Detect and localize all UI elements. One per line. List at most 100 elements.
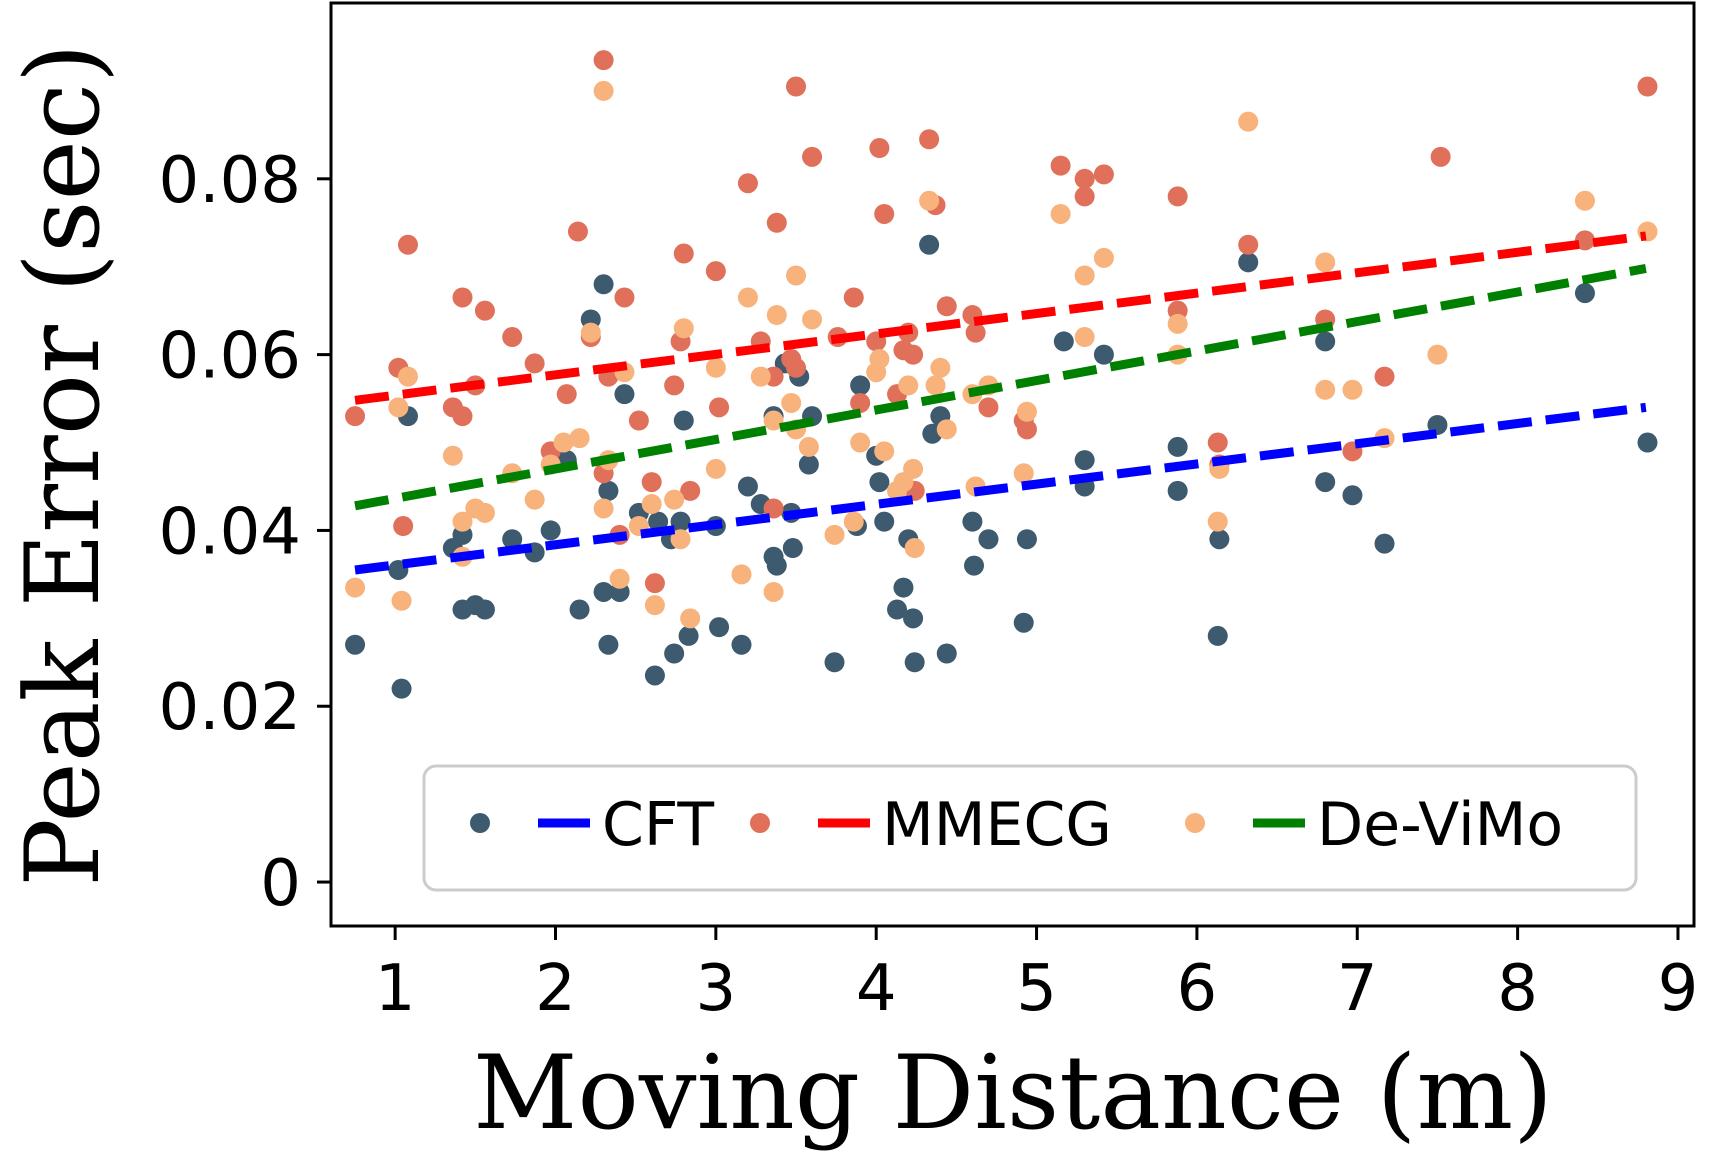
data-point-cft — [887, 599, 908, 620]
x-tick-label: 3 — [695, 952, 736, 1026]
data-point-de-vimo — [904, 538, 925, 559]
data-point-mmecg — [1093, 164, 1114, 185]
data-point-mmecg — [474, 300, 495, 321]
data-point-de-vimo — [1013, 463, 1034, 484]
data-point-de-vimo — [1050, 203, 1071, 224]
data-point-de-vimo — [452, 511, 473, 532]
data-point-cft — [964, 555, 985, 576]
data-point-mmecg — [1050, 155, 1071, 176]
data-point-de-vimo — [391, 590, 412, 611]
data-point-de-vimo — [766, 305, 787, 326]
data-point-de-vimo — [798, 436, 819, 457]
x-tick-label: 9 — [1658, 952, 1699, 1026]
x-tick-label: 8 — [1497, 952, 1538, 1026]
data-point-de-vimo — [670, 529, 691, 550]
legend-box — [422, 764, 1638, 892]
data-point-mmecg — [874, 203, 895, 224]
data-point-cft — [869, 472, 890, 493]
data-point-mmecg — [452, 406, 473, 427]
data-point-cft — [540, 520, 561, 541]
data-point-mmecg — [705, 261, 726, 282]
data-point-cft — [1207, 625, 1228, 646]
y-tick-label: 0.04 — [159, 495, 302, 569]
data-point-cft — [709, 617, 730, 638]
data-point-de-vimo — [569, 428, 590, 449]
data-point-mmecg — [850, 392, 871, 413]
data-point-cft — [904, 652, 925, 673]
data-point-cft — [1013, 612, 1034, 633]
data-point-de-vimo — [593, 80, 614, 101]
data-point-de-vimo — [763, 581, 784, 602]
data-point-cft — [824, 652, 845, 673]
data-point-de-vimo — [641, 494, 662, 515]
data-point-cft — [644, 665, 665, 686]
data-point-de-vimo — [1574, 190, 1595, 211]
data-point-de-vimo — [1016, 401, 1037, 422]
data-point-cft — [962, 511, 983, 532]
data-point-mmecg — [628, 410, 649, 431]
data-point-cft — [1016, 529, 1037, 550]
data-point-de-vimo — [1427, 344, 1448, 365]
data-point-de-vimo — [786, 265, 807, 286]
data-point-cft — [1374, 533, 1395, 554]
data-point-de-vimo — [1342, 379, 1363, 400]
data-point-de-vimo — [1074, 265, 1095, 286]
data-point-cft — [798, 454, 819, 475]
data-point-de-vimo — [524, 489, 545, 510]
y-axis-title: Peak Error (sec) — [4, 43, 123, 886]
data-point-cft — [1074, 450, 1095, 471]
data-point-de-vimo — [680, 608, 701, 629]
data-point-de-vimo — [673, 318, 694, 339]
plot-frame — [329, 1, 1696, 928]
data-point-mmecg — [593, 50, 614, 71]
legend-entry-cft: CFT — [470, 790, 714, 860]
legend-entry-de-vimo: De-ViMo — [1185, 790, 1563, 860]
legend-label-mmecg: MMECG — [882, 790, 1112, 860]
data-point-de-vimo — [609, 568, 630, 589]
trend-line-mmecg — [354, 231, 1647, 405]
data-point-mmecg — [786, 357, 807, 378]
data-point-cft — [1167, 480, 1188, 501]
data-point-de-vimo — [1637, 221, 1658, 242]
y-tick-label: 0.06 — [159, 320, 302, 394]
data-point-de-vimo — [869, 349, 890, 370]
data-point-mmecg — [766, 212, 787, 233]
data-point-mmecg — [1238, 234, 1259, 255]
x-tick-labels: 1 2 3 4 5 6 7 8 9 — [375, 952, 1699, 1026]
data-point-cft — [1053, 331, 1074, 352]
data-point-mmecg — [673, 243, 694, 264]
data-point-mmecg — [709, 397, 730, 418]
data-point-mmecg — [936, 296, 957, 317]
x-tick-label: 1 — [375, 952, 416, 1026]
y-tick-labels: 0 0.02 0.04 0.06 0.08 — [159, 144, 302, 921]
data-point-cft — [1574, 283, 1595, 304]
data-point-cft — [391, 678, 412, 699]
data-point-mmecg — [919, 129, 940, 150]
data-point-mmecg — [978, 397, 999, 418]
data-point-de-vimo — [824, 524, 845, 545]
data-point-de-vimo — [1315, 252, 1336, 273]
data-point-de-vimo — [919, 190, 940, 211]
data-point-mmecg — [1167, 186, 1188, 207]
data-points — [345, 50, 1658, 699]
data-point-mmecg — [556, 384, 577, 405]
data-point-mmecg — [680, 480, 701, 501]
data-point-de-vimo — [1207, 511, 1228, 532]
x-tick-label: 5 — [1016, 952, 1057, 1026]
trend-lines — [354, 231, 1647, 575]
data-point-cft — [673, 410, 694, 431]
data-point-mmecg — [869, 138, 890, 159]
data-point-mmecg — [1074, 168, 1095, 189]
x-tick-label: 7 — [1337, 952, 1378, 1026]
x-tick-label: 4 — [856, 952, 897, 1026]
data-point-mmecg — [502, 327, 523, 348]
data-point-de-vimo — [442, 445, 463, 466]
data-point-cft — [1167, 436, 1188, 457]
data-point-de-vimo — [781, 392, 802, 413]
data-point-cft — [766, 555, 787, 576]
data-point-cft — [893, 577, 914, 598]
data-point-de-vimo — [903, 458, 924, 479]
legend-marker-de-vimo — [1185, 813, 1205, 833]
data-point-cft — [593, 274, 614, 295]
